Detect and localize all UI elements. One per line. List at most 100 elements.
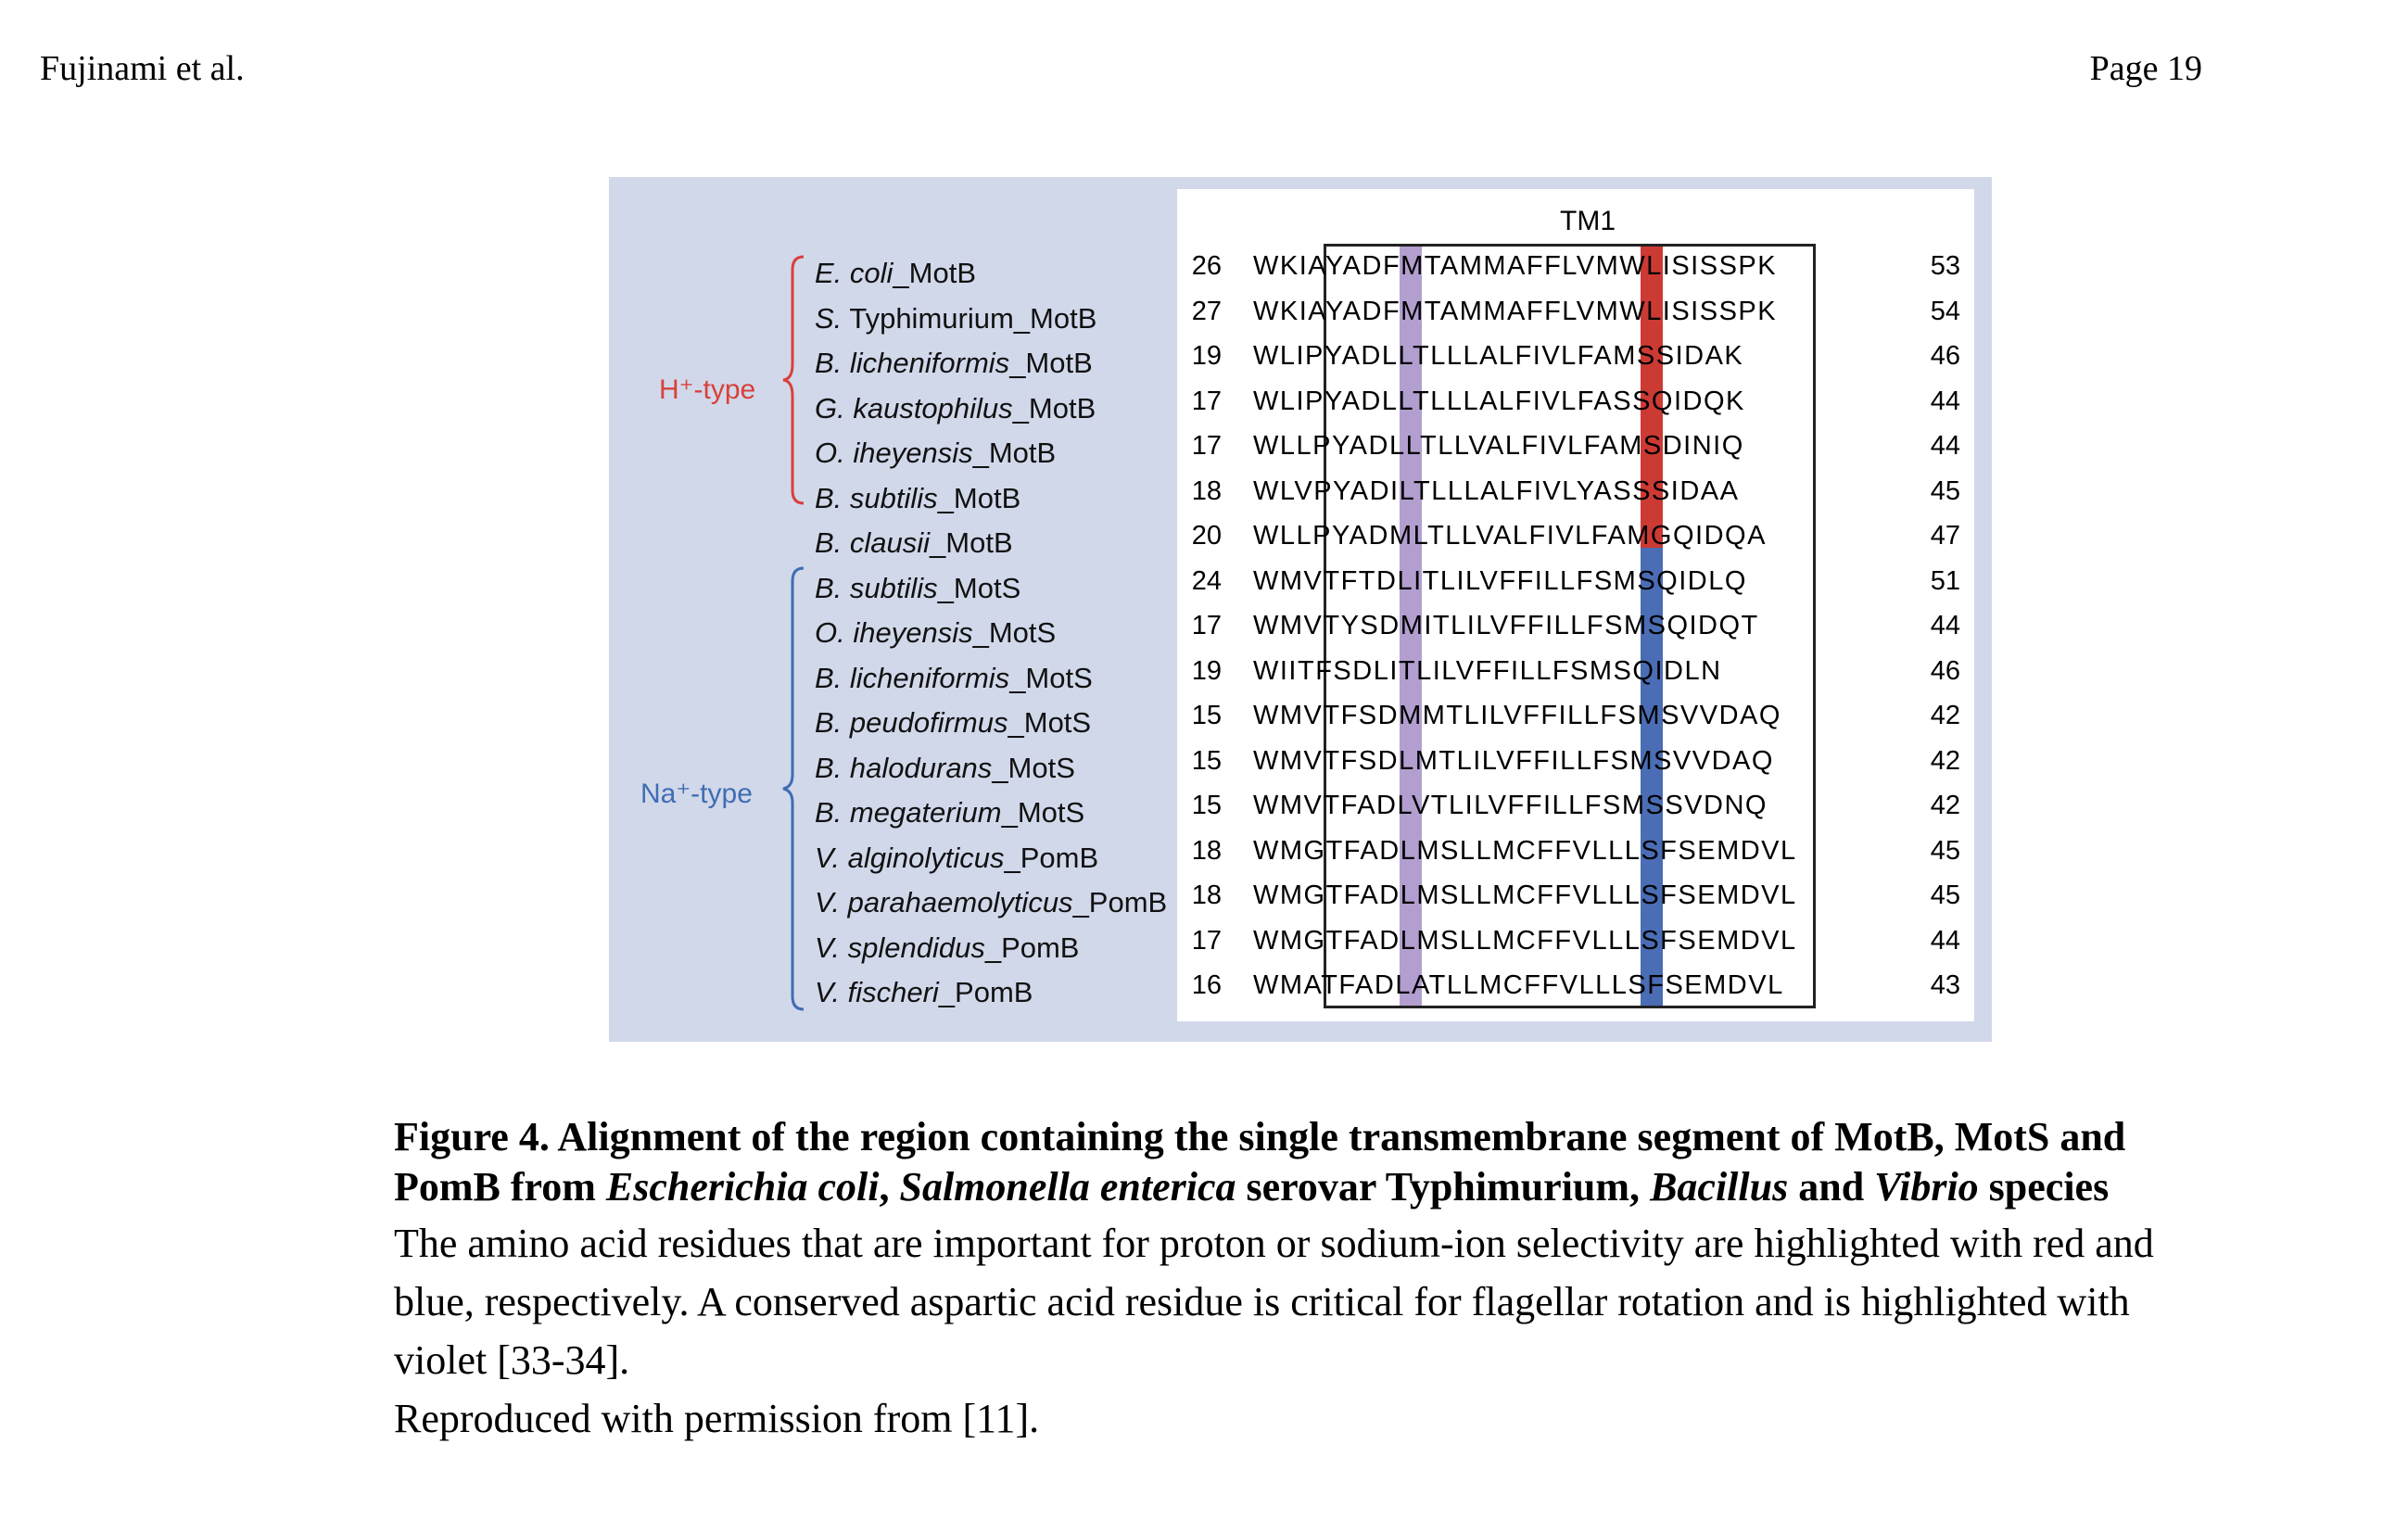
protein-suffix: _MotS — [1001, 796, 1085, 829]
start-position: 18 — [1191, 880, 1222, 910]
species-label: B. peudofirmus_MotS — [815, 706, 1091, 740]
species-genus-name: B. licheniformis — [815, 661, 1010, 694]
species-genus-name: G. kaustophilus — [815, 391, 1013, 424]
page-number: Page 19 — [2089, 49, 2202, 88]
sequence: WMGTFADLMSLLMCFFVLLLSFSEMDVL — [1253, 880, 1797, 910]
end-position: 44 — [1930, 386, 1960, 416]
red-highlight-column — [1641, 247, 1663, 548]
sequence: WMATFADLATLLMCFFVLLLSFSEMDVL — [1253, 970, 1784, 1000]
species-label: B. clausii_MotB — [815, 526, 1013, 560]
start-position: 17 — [1191, 925, 1222, 956]
species-label: B. licheniformis_MotS — [815, 662, 1093, 695]
start-position: 17 — [1191, 611, 1222, 640]
end-position: 54 — [1930, 296, 1960, 326]
sequence: WLIPYADLLTLLLALFIVLFASSQIDQK — [1253, 386, 1745, 416]
species-genus-name: E. coli — [815, 257, 893, 289]
end-position: 44 — [1930, 431, 1960, 461]
running-header-author: Fujinami et al. — [40, 49, 245, 88]
species-label: V. parahaemolyticus_PomB — [815, 886, 1167, 919]
sequence: WMVTYSDMITLILVFFILLFSMSQIDQT — [1253, 611, 1759, 640]
species-genus-name: B. clausii — [815, 526, 931, 559]
start-position: 15 — [1191, 791, 1222, 820]
protein-suffix: _MotS — [937, 571, 1021, 604]
end-position: 47 — [1930, 521, 1960, 551]
species-label: V. fischeri_PomB — [815, 976, 1033, 1009]
caption-title-text: Figure 4. Alignment of the region contai… — [394, 1114, 2126, 1210]
sequence: WMGTFADLMSLLMCFFVLLLSFSEMDVL — [1253, 835, 1797, 866]
tm1-segment-box — [1324, 244, 1816, 1008]
caption-title: Figure 4. Alignment of the region contai… — [394, 1112, 2211, 1212]
species-label: G. kaustophilus_MotB — [815, 392, 1096, 425]
caption-body-paragraph: The amino acid residues that are importa… — [394, 1221, 2154, 1383]
sequence: WMVTFADLVTLILVFFILLFSMSSVDNQ — [1253, 791, 1768, 820]
protein-suffix: _MotS — [972, 616, 1057, 649]
species-label: B. megaterium_MotS — [815, 796, 1084, 830]
protein-suffix: _MotS — [1008, 706, 1092, 739]
violet-highlight-column — [1400, 247, 1422, 1006]
start-position: 15 — [1191, 745, 1222, 776]
protein-suffix: _MotB — [1009, 347, 1093, 379]
caption-title-text: serovar Typhimurium, — [1236, 1164, 1651, 1210]
caption-title-text: species — [1978, 1164, 2110, 1210]
start-position: 26 — [1191, 251, 1222, 281]
start-position: 17 — [1191, 386, 1222, 416]
start-position: 18 — [1191, 475, 1222, 506]
start-position: 20 — [1191, 521, 1222, 551]
group-label-h-type: H⁺-type — [659, 374, 756, 405]
species-genus-name: B. peudofirmus — [815, 706, 1008, 739]
species-label: V. alginolyticus_PomB — [815, 842, 1098, 875]
sequence: WMVTFSDLMTLILVFFILLFSMSVVDAQ — [1253, 745, 1774, 776]
sequence: WIITFSDLITLILVFFILLFSMSQIDLN — [1253, 655, 1722, 686]
end-position: 42 — [1930, 791, 1960, 820]
sequence: WKIAYADFMTAMMAFFLVMWLISISSPK — [1253, 251, 1778, 281]
species-label: B. subtilis_MotS — [815, 572, 1020, 605]
species-label: O. iheyensis_MotB — [815, 437, 1056, 470]
species-label: O. iheyensis_MotS — [815, 616, 1056, 650]
sequence: WKIAYADFMTAMMAFFLVMWLISISSPK — [1253, 296, 1778, 326]
start-position: 27 — [1191, 296, 1222, 326]
caption-title-text: Escherichia coli — [605, 1164, 880, 1210]
species-genus-name: B. megaterium — [815, 796, 1002, 829]
start-position: 24 — [1191, 565, 1222, 596]
end-position: 43 — [1930, 970, 1960, 1000]
species-genus-name: B. subtilis — [815, 571, 938, 604]
sequence: WLVPYADILTLLLALFIVLYASSSIDAA — [1253, 475, 1740, 506]
end-position: 45 — [1930, 880, 1960, 910]
species-label: B. subtilis_MotB — [815, 482, 1020, 515]
start-position: 16 — [1191, 970, 1222, 1000]
species-label: B. licheniformis_MotB — [815, 347, 1093, 380]
protein-suffix: _MotB — [1012, 391, 1096, 424]
end-position: 44 — [1930, 925, 1960, 956]
sequence: WMGTFADLMSLLMCFFVLLLSFSEMDVL — [1253, 925, 1797, 956]
sequence: WLLPYADMLTLLVALFIVLFAMGQIDQA — [1253, 521, 1767, 551]
species-label: S. Typhimurium_MotB — [815, 302, 1096, 336]
protein-suffix: _MotB — [893, 257, 977, 289]
sequence: WMVTFSDMMTLILVFFILLFSMSVVDAQ — [1253, 701, 1781, 730]
end-position: 46 — [1930, 341, 1960, 371]
end-position: 53 — [1930, 251, 1960, 281]
protein-suffix: _PomB — [1004, 841, 1099, 874]
blue-highlight-column — [1641, 548, 1663, 1006]
sequence: WLIPYADLLTLLLALFIVLFAMSSIDAK — [1253, 341, 1744, 371]
tm1-label: TM1 — [1560, 206, 1616, 236]
figure-4-panel: H⁺-type Na⁺-type E. coli_MotB S. Typhimur… — [609, 177, 1992, 1042]
protein-suffix: Typhimurium_MotB — [842, 301, 1097, 335]
caption-title-text: Vibrio — [1874, 1164, 1979, 1210]
start-position: 19 — [1191, 341, 1222, 371]
species-genus-name: S. — [815, 301, 843, 335]
sequence: WLLPYADLLTLLVALFIVLFAMSDINIQ — [1253, 431, 1744, 461]
end-position: 42 — [1930, 701, 1960, 730]
group-label-na-type: Na⁺-type — [640, 779, 753, 809]
species-genus-name: V. splendidus — [815, 931, 985, 964]
caption-body: The amino acid residues that are importa… — [394, 1214, 2211, 1448]
protein-suffix: _PomB — [938, 976, 1033, 1008]
species-genus-name: O. iheyensis — [815, 616, 973, 649]
caption-title-text: and — [1788, 1164, 1875, 1210]
start-position: 18 — [1191, 835, 1222, 866]
alignment-box: TM1 26 WKIAYADFMTAMMAFFLVMWLISISSPK 53 27 WK… — [1177, 189, 1974, 1021]
figure-caption: Figure 4. Alignment of the region contai… — [394, 1112, 2211, 1448]
protein-suffix: _MotS — [1009, 661, 1093, 694]
end-position: 51 — [1930, 565, 1960, 596]
caption-title-text: Salmonella enterica — [899, 1164, 1236, 1210]
na-type-brace — [782, 566, 805, 1011]
